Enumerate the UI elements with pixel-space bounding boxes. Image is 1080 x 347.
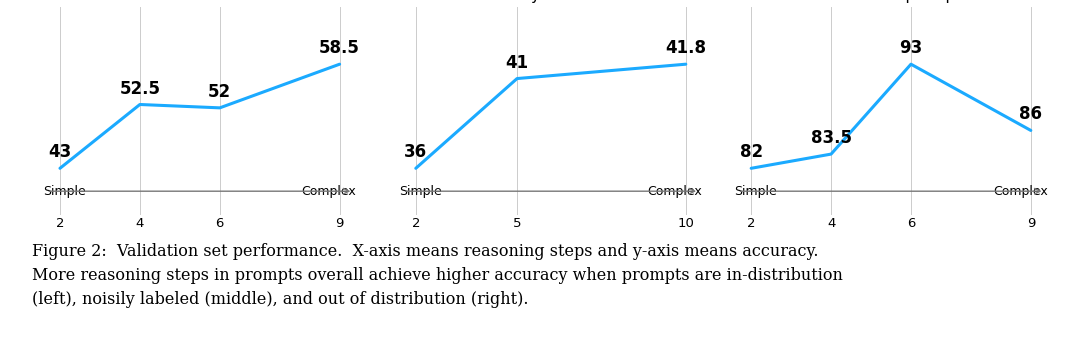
Text: 36: 36 [404, 143, 428, 161]
Text: Simple: Simple [400, 185, 443, 198]
Text: 52.5: 52.5 [120, 79, 160, 98]
Text: 93: 93 [900, 39, 922, 57]
Text: In-distribution: In-distribution [147, 0, 253, 3]
Text: Complex: Complex [647, 185, 702, 198]
Text: Transfered prompt: Transfered prompt [821, 0, 961, 3]
Text: Complex: Complex [993, 185, 1048, 198]
Text: Noisy-labeled: Noisy-labeled [499, 0, 603, 3]
Text: 43: 43 [49, 143, 71, 161]
Text: 58.5: 58.5 [320, 39, 360, 57]
Text: Figure 2:  Validation set performance.  X-axis means reasoning steps and y-axis : Figure 2: Validation set performance. X-… [32, 243, 843, 308]
Text: 52: 52 [208, 83, 231, 101]
Text: Complex: Complex [301, 185, 356, 198]
Text: 83.5: 83.5 [811, 129, 851, 147]
Text: 86: 86 [1020, 105, 1042, 124]
Text: 82: 82 [740, 143, 762, 161]
Text: 41.8: 41.8 [665, 39, 706, 57]
Text: Simple: Simple [43, 185, 86, 198]
Text: Simple: Simple [734, 185, 778, 198]
Text: 41: 41 [505, 53, 528, 71]
